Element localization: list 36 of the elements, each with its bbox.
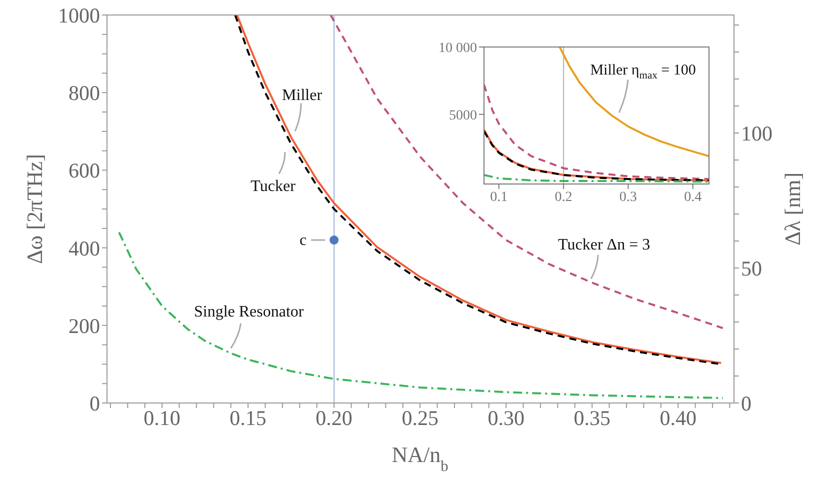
y2-tick-label: 50 — [741, 256, 762, 280]
y-tick-label: 5000 — [449, 108, 477, 124]
y2-tick-label: 100 — [741, 121, 772, 146]
y-tick-label: 400 — [68, 236, 100, 260]
series-label: c — [300, 232, 307, 249]
y-tick-label: 200 — [68, 314, 100, 338]
x-tick-label: 0.40 — [660, 406, 696, 430]
x-axis-title: NA/n$_{b}$ — [392, 442, 449, 474]
series-label: Miller η$_{max}$ = 100 — [590, 62, 696, 82]
y-tick-label: 1000 — [58, 3, 100, 28]
line-series — [484, 84, 709, 180]
series-label: Tucker — [250, 177, 296, 194]
y-tick-label: 600 — [68, 158, 100, 183]
x-tick-label: 0.15 — [230, 406, 266, 430]
x-tick-label: 0.3 — [619, 190, 637, 205]
y2-tick-label: 0 — [741, 391, 752, 416]
x-tick-label: 0.35 — [574, 406, 610, 430]
x-tick-label: 0.2 — [554, 190, 572, 205]
x-tick-label: 0.1 — [490, 190, 508, 205]
line-series — [330, 15, 724, 330]
y-tick-label: 10 000 — [438, 40, 477, 56]
line-series — [118, 231, 724, 399]
x-tick-label: 0.4 — [684, 190, 702, 205]
series-label: Single Resonator — [194, 302, 304, 320]
y-axis-title: Δω [2πTHz] — [22, 154, 46, 264]
line-series — [558, 47, 709, 158]
y-tick-label: 0 — [90, 391, 100, 416]
x-tick-label: 0.20 — [316, 406, 352, 430]
x-tick-label: 0.10 — [144, 406, 180, 430]
line-series — [484, 174, 709, 183]
y-tick-label: 800 — [68, 81, 100, 106]
y2-axis-title: Δλ [nm] — [780, 172, 804, 246]
x-tick-label: 0.30 — [488, 406, 524, 430]
series-label: Tucker Δn = 3 — [558, 236, 650, 254]
x-tick-label: 0.25 — [402, 406, 438, 430]
series-label: Miller — [282, 86, 323, 104]
